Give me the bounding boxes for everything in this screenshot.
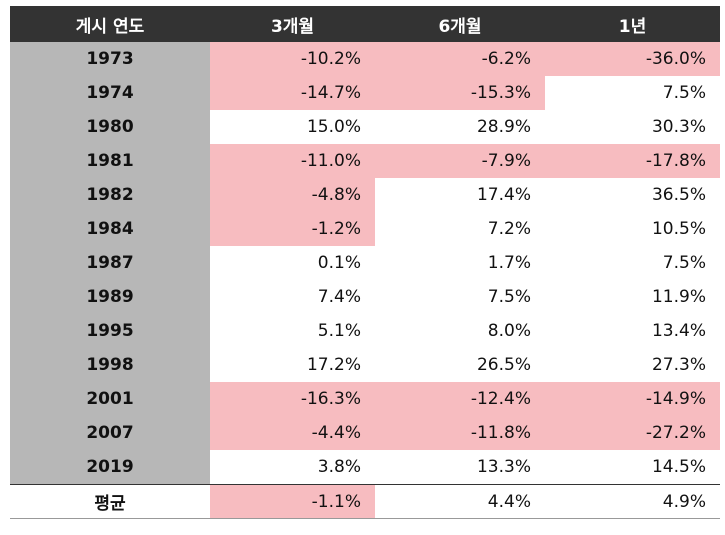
value-6-months: -7.9% bbox=[375, 144, 545, 178]
year-cell: 1998 bbox=[10, 348, 210, 382]
average-label: 평균 bbox=[10, 485, 210, 518]
value-1-year: 30.3% bbox=[651, 117, 706, 137]
returns-table: 게시 연도 3개월 6개월 1년 1973 -10.2% -6.2% -36.0% 19… bbox=[10, 6, 720, 519]
year-cell: 2007 bbox=[10, 416, 210, 450]
table-row: 1974 -14.7% -15.3% 7.5% bbox=[10, 76, 720, 110]
value-1-year: 36.5% bbox=[651, 185, 706, 205]
value-3-months: 15.0% bbox=[306, 117, 361, 137]
value-6-months: -15.3% bbox=[375, 76, 545, 110]
table-row: 2019 3.8% 13.3% 14.5% bbox=[10, 450, 720, 484]
table-row: 1987 0.1% 1.7% 7.5% bbox=[10, 246, 720, 280]
average-3-months: -1.1% bbox=[210, 485, 375, 518]
table-row: 2001 -16.3% -12.4% -14.9% bbox=[10, 382, 720, 416]
value-6-months: 13.3% bbox=[476, 457, 531, 477]
value-3-months: -4.8% bbox=[210, 178, 375, 212]
average-row: 평균 -1.1% 4.4% 4.9% bbox=[10, 484, 720, 519]
value-1-year: 10.5% bbox=[651, 219, 706, 239]
value-3-months: 0.1% bbox=[317, 253, 361, 273]
value-6-months: -11.8% bbox=[375, 416, 545, 450]
average-6-months: 4.4% bbox=[487, 491, 531, 512]
value-1-year: 13.4% bbox=[651, 321, 706, 341]
value-6-months: -6.2% bbox=[375, 42, 545, 76]
year-cell: 1984 bbox=[10, 212, 210, 246]
value-6-months: 26.5% bbox=[476, 355, 531, 375]
table-row: 1982 -4.8% 17.4% 36.5% bbox=[10, 178, 720, 212]
value-1-year: -36.0% bbox=[545, 42, 720, 76]
header-year: 게시 연도 bbox=[75, 16, 145, 37]
value-6-months: 7.2% bbox=[487, 219, 531, 239]
year-cell: 1980 bbox=[10, 110, 210, 144]
value-6-months: 1.7% bbox=[487, 253, 531, 273]
value-6-months: -12.4% bbox=[375, 382, 545, 416]
value-3-months: -10.2% bbox=[210, 42, 375, 76]
year-cell: 1995 bbox=[10, 314, 210, 348]
value-1-year: 7.5% bbox=[662, 83, 706, 103]
header-6-months: 6개월 bbox=[438, 16, 482, 37]
header-3-months: 3개월 bbox=[270, 16, 315, 37]
value-3-months: -14.7% bbox=[210, 76, 375, 110]
value-3-months: 5.1% bbox=[317, 321, 361, 341]
value-3-months: -1.2% bbox=[210, 212, 375, 246]
value-6-months: 17.4% bbox=[476, 185, 531, 205]
table-row: 1984 -1.2% 7.2% 10.5% bbox=[10, 212, 720, 246]
value-1-year: -14.9% bbox=[545, 382, 720, 416]
value-1-year: 11.9% bbox=[651, 287, 706, 307]
value-3-months: -4.4% bbox=[210, 416, 375, 450]
year-cell: 1987 bbox=[10, 246, 210, 280]
value-3-months: -11.0% bbox=[210, 144, 375, 178]
table-row: 1980 15.0% 28.9% 30.3% bbox=[10, 110, 720, 144]
table-row: 2007 -4.4% -11.8% -27.2% bbox=[10, 416, 720, 450]
value-1-year: -27.2% bbox=[545, 416, 720, 450]
value-1-year: 14.5% bbox=[651, 457, 706, 477]
value-6-months: 7.5% bbox=[487, 287, 531, 307]
table-row: 1981 -11.0% -7.9% -17.8% bbox=[10, 144, 720, 178]
table-row: 1989 7.4% 7.5% 11.9% bbox=[10, 280, 720, 314]
average-1-year: 4.9% bbox=[662, 491, 706, 512]
table-header: 게시 연도 3개월 6개월 1년 bbox=[10, 6, 720, 42]
value-1-year: -17.8% bbox=[545, 144, 720, 178]
table-row: 1998 17.2% 26.5% 27.3% bbox=[10, 348, 720, 382]
year-cell: 1973 bbox=[10, 42, 210, 76]
year-cell: 1974 bbox=[10, 76, 210, 110]
year-cell: 1981 bbox=[10, 144, 210, 178]
header-1-year: 1년 bbox=[618, 16, 647, 37]
value-3-months: 7.4% bbox=[317, 287, 361, 307]
table-row: 1995 5.1% 8.0% 13.4% bbox=[10, 314, 720, 348]
table-body: 1973 -10.2% -6.2% -36.0% 1974 -14.7% -15.3% 7.5… bbox=[10, 42, 720, 484]
value-6-months: 28.9% bbox=[476, 117, 531, 137]
value-6-months: 8.0% bbox=[487, 321, 531, 341]
year-cell: 1982 bbox=[10, 178, 210, 212]
value-3-months: -16.3% bbox=[210, 382, 375, 416]
value-3-months: 3.8% bbox=[317, 457, 361, 477]
year-cell: 2019 bbox=[10, 450, 210, 484]
table-row: 1973 -10.2% -6.2% -36.0% bbox=[10, 42, 720, 76]
value-3-months: 17.2% bbox=[306, 355, 361, 375]
value-1-year: 27.3% bbox=[651, 355, 706, 375]
value-1-year: 7.5% bbox=[662, 253, 706, 273]
year-cell: 2001 bbox=[10, 382, 210, 416]
year-cell: 1989 bbox=[10, 280, 210, 314]
